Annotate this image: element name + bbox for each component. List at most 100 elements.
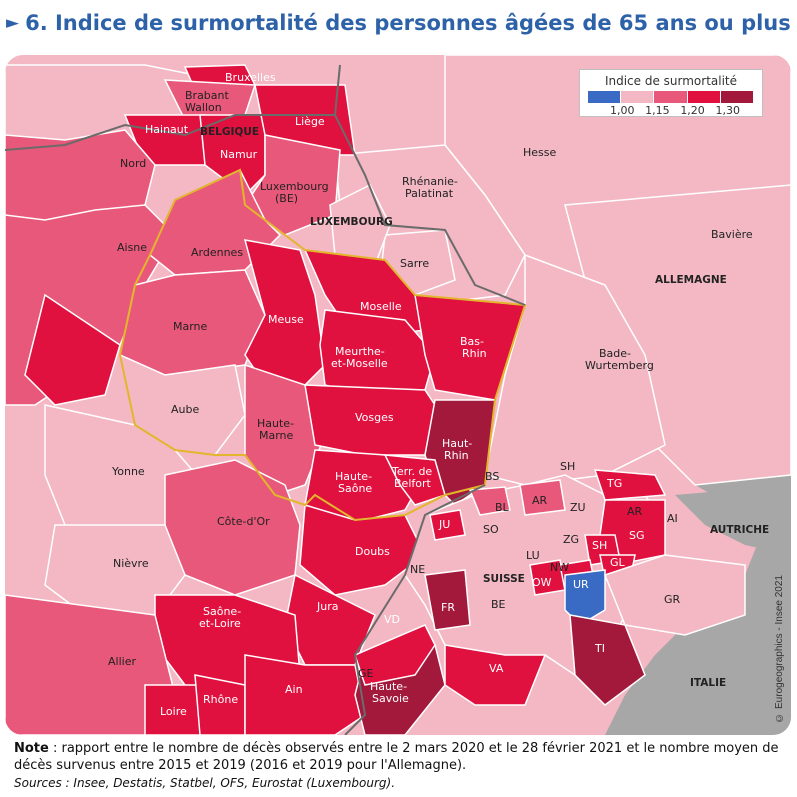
label-brabant: Brabant Wallon (185, 89, 230, 114)
label-ch-sh2: SH (592, 539, 607, 552)
region-ch-ur (564, 569, 606, 626)
label-ch-so: SO (483, 523, 499, 536)
label-ch-ai: AI (667, 512, 678, 525)
region-labels: Bruxelles Brabant Wallon Hainaut BELGIQUE… (108, 71, 769, 718)
label-ch-ne: NE (410, 563, 425, 576)
label-suisse: SUISSE (483, 573, 525, 585)
label-aube: Aube (171, 403, 199, 416)
label-ch-bl: BL (495, 501, 510, 514)
map-credit: © Eurogeographics - Insee 2021 (774, 575, 785, 723)
region-ch-va (444, 644, 547, 706)
region-ch-ti (569, 614, 646, 706)
label-cote-dor: Côte-d'Or (217, 515, 270, 528)
region-luxembourg (329, 183, 391, 266)
legend: Indice de surmortalité 1,00 1,15 1,20 1,… (579, 69, 763, 117)
label-rhone: Rhône (203, 693, 238, 706)
label-belfort: Terr. de Belfort (391, 465, 432, 490)
label-ch-ar: AR (532, 494, 548, 507)
border-belgium-germany (334, 64, 341, 116)
region-ch-ju (429, 509, 466, 541)
label-allier: Allier (108, 655, 136, 668)
label-liege: Liège (295, 115, 325, 128)
legend-tick-3: 1,30 (715, 104, 740, 117)
label-nievre: Nièvre (113, 557, 149, 570)
label-ch-ur: UR (573, 578, 589, 591)
title-arrow-icon: ► (6, 13, 20, 33)
label-ch-bs: BS (485, 470, 499, 483)
label-ch-ti: TI (594, 642, 605, 655)
label-ch-gl: GL (610, 556, 626, 569)
label-moselle: Moselle (360, 300, 402, 313)
grand-est-outline (118, 168, 527, 522)
legend-tick-1: 1,15 (645, 104, 670, 117)
region-rhone (194, 674, 246, 735)
label-belgique: BELGIQUE (200, 126, 259, 138)
note-text: : rapport entre le nombre de décès obser… (14, 741, 779, 773)
chart-title: ► 6. Indice de surmortalité des personne… (6, 6, 791, 40)
label-luxembourg: LUXEMBOURG (310, 216, 393, 228)
label-ardennes: Ardennes (191, 246, 243, 259)
label-bruxelles: Bruxelles (225, 71, 276, 84)
label-bade: Bade-Wurtemberg (585, 347, 654, 372)
legend-swatch-2 (654, 91, 688, 103)
legend-swatches (588, 91, 755, 103)
region-ch-ar (519, 479, 566, 516)
label-yonne: Yonne (111, 465, 145, 478)
region-ch-gr (604, 554, 746, 636)
label-sarre: Sarre (400, 257, 429, 270)
region-loire (144, 684, 206, 735)
note: Note : rapport entre le nombre de décès … (14, 740, 784, 774)
label-ain: Ain (285, 683, 303, 696)
label-autriche: AUTRICHE (710, 524, 769, 536)
label-haut-rhin: Haut-Rhin (442, 437, 472, 462)
label-ch-nw: NW (550, 561, 569, 574)
legend-swatch-4 (720, 91, 755, 103)
region-ch-bs (468, 486, 511, 516)
label-haute-saone: Haute-Saône (335, 470, 372, 495)
label-bas-rhin: Bas-Rhin (460, 335, 487, 360)
region-ch-vd (354, 624, 436, 686)
label-ch-lu: LU (526, 549, 540, 562)
label-ch-gr: GR (664, 593, 681, 606)
label-baviere: Bavière (711, 228, 753, 241)
label-saone-loire: Saône-et-Loire (199, 605, 241, 630)
sources: Sources : Insee, Destatis, Statbel, OFS,… (14, 776, 396, 790)
legend-ticks: 1,00 1,15 1,20 1,30 (588, 103, 754, 117)
label-ch-va: VA (489, 662, 504, 675)
label-hesse: Hesse (523, 146, 557, 159)
map-svg: Bruxelles Brabant Wallon Hainaut BELGIQUE… (5, 55, 791, 735)
label-ch-ge: GE (358, 667, 374, 680)
label-italie: ITALIE (690, 677, 726, 689)
region-ch-tg (593, 469, 667, 501)
label-ch-zu: ZU (570, 501, 586, 514)
label-hainaut: Hainaut (145, 123, 189, 136)
label-nord: Nord (120, 157, 146, 170)
label-namur: Namur (220, 148, 258, 161)
label-doubs: Doubs (355, 545, 390, 558)
region-ch-fr (424, 569, 471, 631)
label-meurthe: Meurthe-et-Moselle (331, 345, 388, 370)
legend-tick-2: 1,20 (680, 104, 705, 117)
border-france-swiss (344, 484, 486, 735)
title-text: 6. Indice de surmortalité des personnes … (25, 11, 791, 35)
label-ch-sg: SG (629, 529, 645, 542)
legend-swatch-3 (687, 91, 721, 103)
region-italie (605, 475, 791, 735)
label-luxembourg-be: Luxembourg (BE) (260, 180, 329, 205)
label-marne: Marne (173, 320, 208, 333)
label-haute-marne: Haute-Marne (257, 417, 294, 442)
label-ch-sh: SH (560, 460, 575, 473)
note-label: Note (14, 741, 49, 756)
label-loire: Loire (160, 705, 187, 718)
region-autriche (675, 485, 791, 555)
legend-swatch-0 (588, 91, 622, 103)
label-aisne: Aisne (117, 241, 147, 254)
label-ch-vd: VD (384, 613, 400, 626)
map-frame: Bruxelles Brabant Wallon Hainaut BELGIQUE… (5, 55, 791, 735)
label-ch-ar2: AR (627, 505, 643, 518)
label-ch-fr: FR (441, 601, 455, 614)
legend-swatch-1 (621, 91, 655, 103)
label-ch-zg: ZG (563, 533, 579, 546)
label-ch-ow: OW (532, 576, 552, 589)
label-vosges: Vosges (355, 411, 394, 424)
